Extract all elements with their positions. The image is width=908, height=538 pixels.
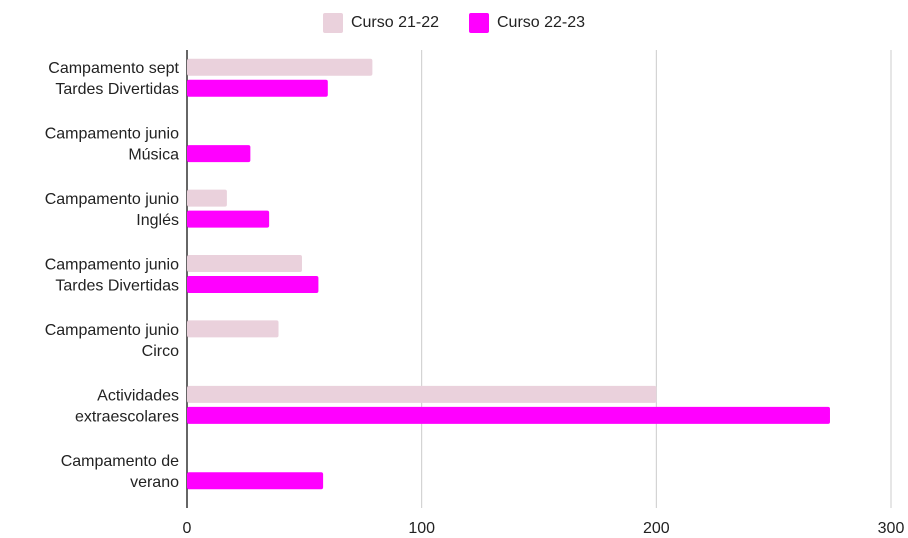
bar-s2-c3 <box>187 210 270 228</box>
category-label-2-line-2: Música <box>128 147 179 164</box>
bar-s2-c4 <box>187 276 319 293</box>
bar-s1-c4 <box>187 255 302 272</box>
category-label-6-line-2: extraescolares <box>75 408 179 425</box>
category-label-3-line-1: Campamento junio <box>45 191 179 208</box>
legend-label-series-2: Curso 22-23 <box>497 14 586 31</box>
category-label-7-line-2: verano <box>130 474 179 491</box>
bar-s2-c7 <box>187 472 324 490</box>
category-label-4-line-1: Campamento junio <box>45 257 179 274</box>
bar-s2-c2 <box>187 145 251 163</box>
bar-s2-c1 <box>187 79 328 97</box>
x-tick-label-300: 300 <box>878 520 905 537</box>
category-label-3-line-2: Inglés <box>136 212 179 229</box>
x-tick-label-0: 0 <box>183 520 192 537</box>
bar-s1-c1 <box>187 58 373 76</box>
category-label-1-line-2: Tardes Divertidas <box>55 81 179 98</box>
bar-s1-c6 <box>187 385 657 403</box>
category-label-4-line-2: Tardes Divertidas <box>55 278 179 295</box>
bar-s1-c5 <box>187 320 279 338</box>
legend: Curso 21-22 Curso 22-23 <box>0 10 908 36</box>
category-label-1-line-1: Campamento sept <box>48 60 179 77</box>
category-label-5-line-1: Campamento junio <box>45 322 179 339</box>
category-label-5-line-2: Circo <box>142 343 179 360</box>
legend-item-series-1[interactable]: Curso 21-22 <box>322 13 439 33</box>
category-label-6-line-1: Actividades <box>97 387 179 404</box>
legend-swatch-series-2 <box>469 13 489 33</box>
legend-swatch-series-1 <box>322 13 343 33</box>
x-tick-label-200: 200 <box>643 520 670 537</box>
legend-label-series-1: Curso 21-22 <box>350 14 439 31</box>
legend-item-series-2[interactable]: Curso 22-23 <box>469 13 585 33</box>
category-label-7-line-1: Campamento de <box>61 453 179 470</box>
bar-s2-c6 <box>187 406 830 424</box>
category-label-2-line-1: Campamento junio <box>45 126 179 143</box>
x-tick-label-100: 100 <box>408 520 435 537</box>
bar-s1-c3 <box>187 189 227 207</box>
